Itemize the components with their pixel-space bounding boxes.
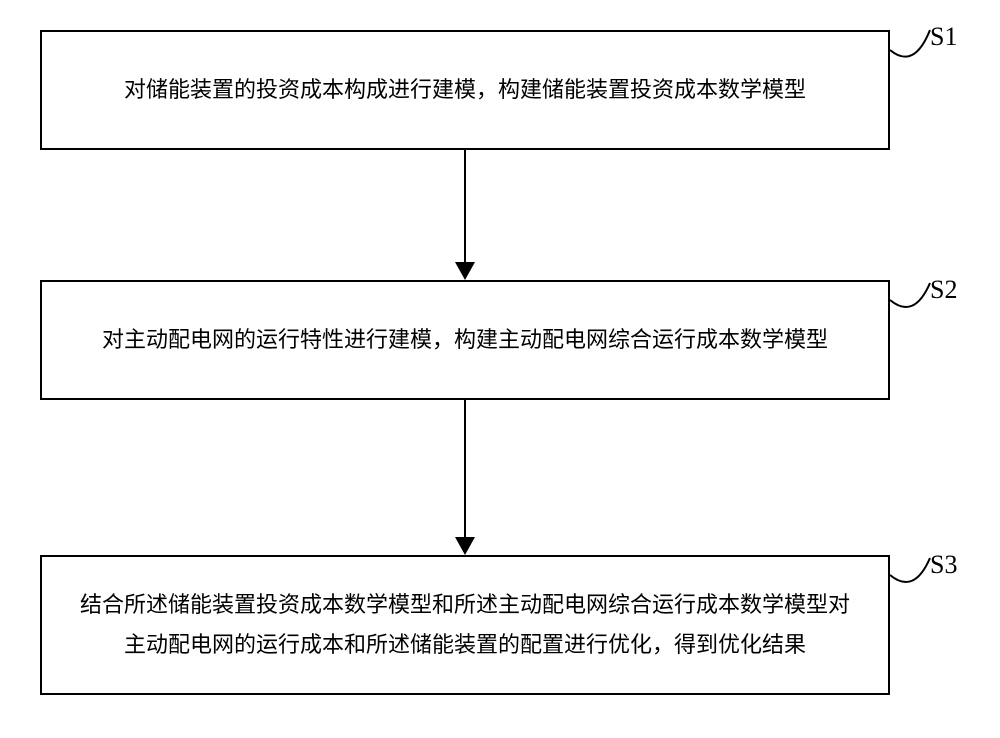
flow-step-s1: 对储能装置的投资成本构成进行建模，构建储能装置投资成本数学模型 bbox=[40, 30, 890, 150]
callout-s3 bbox=[885, 553, 935, 600]
callout-s2 bbox=[885, 278, 935, 325]
callout-s1 bbox=[885, 25, 935, 75]
flow-step-label-s3: S3 bbox=[930, 550, 957, 580]
flow-step-s3: 结合所述储能装置投资成本数学模型和所述主动配电网综合运行成本数学模型对主动配电网… bbox=[40, 555, 890, 695]
arrow-s2-s3 bbox=[445, 400, 485, 555]
flow-step-s2: 对主动配电网的运行特性进行建模，构建主动配电网综合运行成本数学模型 bbox=[40, 280, 890, 400]
flow-step-text: 对主动配电网的运行特性进行建模，构建主动配电网综合运行成本数学模型 bbox=[102, 320, 828, 360]
flow-step-label-s2: S2 bbox=[930, 275, 957, 305]
arrow-s1-s2 bbox=[445, 150, 485, 280]
flow-step-text: 对储能装置的投资成本构成进行建模，构建储能装置投资成本数学模型 bbox=[124, 70, 806, 110]
flow-step-label-s1: S1 bbox=[930, 22, 957, 52]
flow-step-text: 结合所述储能装置投资成本数学模型和所述主动配电网综合运行成本数学模型对主动配电网… bbox=[70, 585, 860, 664]
flowchart-canvas: 对储能装置的投资成本构成进行建模，构建储能装置投资成本数学模型 S1 对主动配电网的… bbox=[0, 0, 1000, 738]
